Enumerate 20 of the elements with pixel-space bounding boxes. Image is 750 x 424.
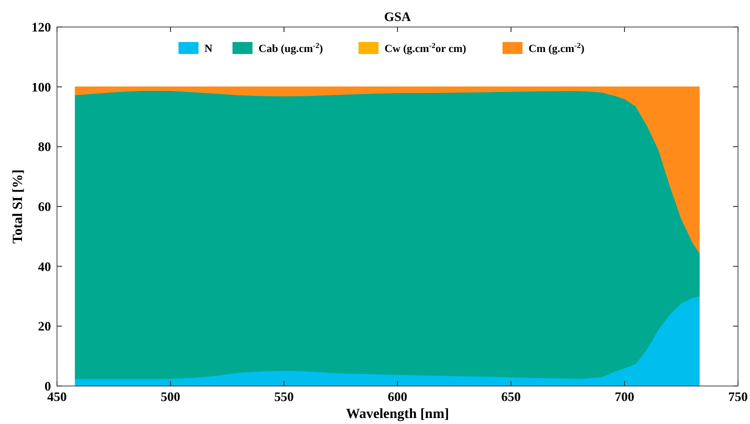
legend-label: Cm (g.cm$^{-2}$) — [528, 40, 585, 55]
y-tick-label: 20 — [38, 318, 51, 334]
legend-label: N — [204, 43, 212, 55]
chart-title: GSA — [384, 9, 412, 24]
x-tick-label: 650 — [501, 389, 521, 404]
x-tick-label: 750 — [728, 389, 748, 404]
y-tick-label: 80 — [38, 139, 51, 154]
x-axis-title: Wavelength [nm] — [346, 407, 450, 422]
y-tick-label: 100 — [32, 79, 51, 94]
x-tick-label: 500 — [160, 389, 180, 404]
legend-label: Cab (ug.cm$^{-2}$) — [258, 40, 324, 55]
y-axis-title: Total SI [%] — [11, 169, 26, 244]
y-tick-label: 120 — [32, 20, 51, 34]
x-tick-label: 550 — [274, 389, 294, 404]
y-tick-label: 40 — [38, 258, 51, 274]
y-tick-label: 0 — [44, 378, 51, 394]
x-tick-label: 700 — [614, 389, 634, 404]
legend-label: Cw (g.cm$^{-2}$or cm) — [384, 40, 466, 55]
x-tick-label: 600 — [388, 389, 408, 404]
y-tick-label: 60 — [38, 199, 51, 214]
